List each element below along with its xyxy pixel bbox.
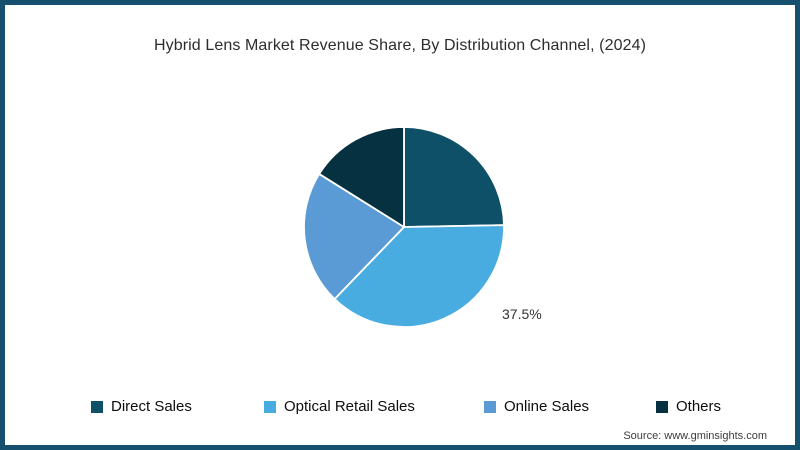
legend-item-direct-sales: Direct Sales [91,398,192,415]
pie-chart [299,122,509,332]
chart-title: Hybrid Lens Market Revenue Share, By Dis… [153,37,647,54]
slice-value-label: 37.5% [502,306,542,322]
legend-swatch-others [656,400,668,413]
pie-chart-svg [303,126,505,328]
pie-slice-online-sales [303,173,405,300]
legend-item-others: Others [656,398,721,415]
legend-label: Others [676,398,722,415]
legend-label: Optical Retail Sales [284,398,415,415]
pie-slice-direct-sales [403,126,505,228]
source-note: Source: www.gminsights.com [623,430,767,442]
legend-label: Direct Sales [111,398,192,415]
legend: Direct Sales Optical Retail Sales Online… [5,398,795,420]
legend-item-optical-retail-sales: Optical Retail Sales [264,398,415,415]
legend-swatch-online-sales [484,400,496,413]
pie-slice-optical-retail-sales [333,224,505,328]
legend-swatch-direct-sales [91,400,103,413]
legend-item-online-sales: Online Sales [484,398,589,415]
pie-slice-others [318,126,405,228]
legend-swatch-optical-retail-sales [264,400,276,413]
legend-label: Online Sales [504,398,590,415]
